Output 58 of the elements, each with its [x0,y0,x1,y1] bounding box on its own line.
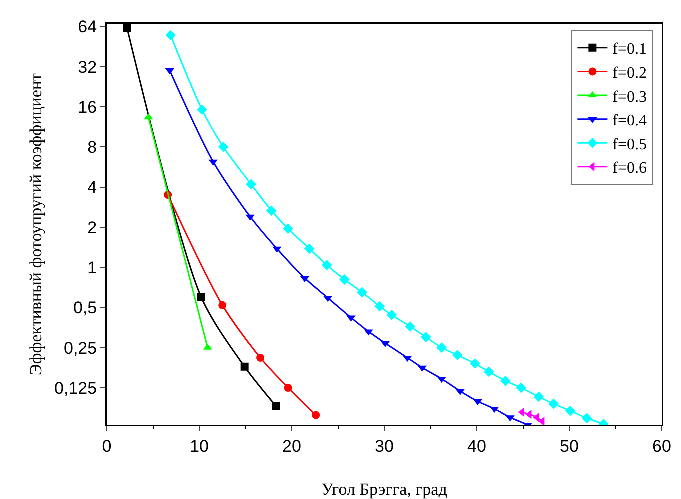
x-tick-label: 30 [375,436,394,456]
x-tick-label: 60 [652,436,672,456]
point [548,398,559,410]
point [484,366,494,378]
point [256,354,265,362]
y-tick-label: 16 [78,98,98,117]
point [218,142,229,152]
y-tick-label: 0,5 [73,298,98,318]
legend-label: f=0.5 [612,136,648,154]
legend-label: f=0.6 [612,160,648,178]
point [272,402,280,410]
point [470,358,480,369]
point [500,376,511,386]
point [283,224,294,234]
x-tick-label: 50 [560,436,579,456]
x-tick-label: 20 [282,436,302,456]
point [218,301,227,310]
y-tick-label: 0,125 [54,378,98,398]
point [322,260,332,270]
point [452,350,463,360]
y-tick-label: 2 [88,218,98,238]
point [123,24,132,32]
x-tick-label: 10 [190,436,209,456]
y-tick-label: 4 [88,178,98,198]
point [266,206,277,216]
y-axis-title: Эффективный фотоупругий коэффициент [26,72,46,376]
point [284,384,292,392]
point [357,287,368,298]
point [240,362,249,371]
x-tick-label: 40 [468,436,486,456]
x-axis-title: Угол Брэгга, град [322,480,448,499]
point [166,30,176,41]
point [197,104,208,116]
point [386,310,398,320]
point [405,322,416,332]
point [516,382,527,394]
y-tick-label: 32 [78,58,98,77]
point [582,413,592,424]
legend-label: f=0.4 [612,112,648,130]
point [197,293,206,302]
point [340,274,350,285]
legend-label: f=0.2 [612,64,648,82]
x-tick-label: 0 [102,436,112,456]
point [436,342,448,354]
legend-label: f=0.1 [612,41,648,58]
legend-label: f=0.3 [612,88,648,106]
point [538,416,545,425]
point [312,411,320,420]
point [534,392,544,402]
point [246,179,256,190]
y-tick-label: 0,25 [64,338,98,358]
point [374,301,386,312]
y-tick-label: 1 [88,258,98,278]
y-tick-label: 64 [78,18,98,37]
y-tick-label: 8 [88,138,98,158]
point [420,332,432,342]
point [565,406,576,416]
point [304,244,315,254]
